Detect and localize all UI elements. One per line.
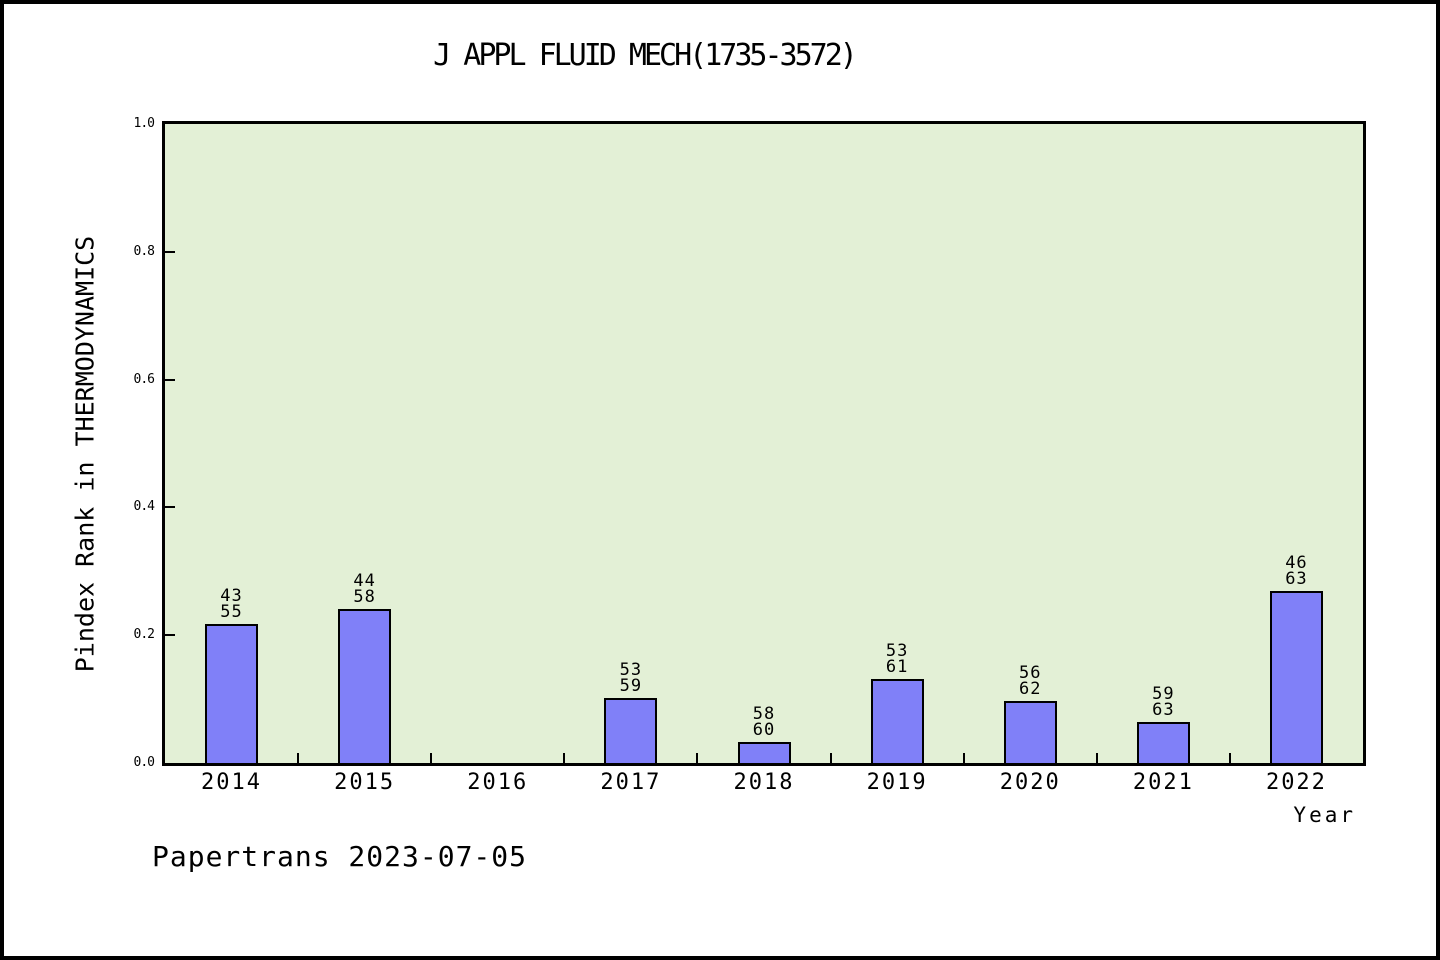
bar-annotation-total: 60 [752,719,776,740]
bar [1003,701,1057,763]
x-tick-label: 2018 [733,770,795,795]
plot-inner: 43 55 44 58 53 59 58 60 53 61 56 62 59 63 46 63 [165,124,1363,763]
bar-annotation-rank: 43 [220,585,243,606]
y-tick-mark [165,634,175,637]
x-tick-label: 2014 [201,770,263,795]
x-tick-mark [297,753,300,763]
x-tick-mark [829,753,832,763]
bar-annotation: 44 58 [353,570,376,607]
x-tick-label: 2021 [1132,770,1194,795]
bar [1136,722,1190,763]
plot-area: 43 55 44 58 53 59 58 60 53 61 56 62 59 63 46 63 [162,121,1366,766]
bar-annotation-rank: 53 [619,660,643,681]
y-tick-label: 0.2 [133,627,155,643]
x-tick-mark [1095,753,1098,763]
bar-annotation: 43 55 [220,585,243,622]
bar-annotation-rank: 56 [1018,663,1042,684]
y-tick-label: 0.0 [133,755,155,770]
bar-annotation: 53 61 [885,641,909,678]
bar [870,679,924,763]
bar [737,741,791,763]
x-tick-mark [430,753,433,763]
bar-annotation-rank: 44 [353,570,376,591]
y-tick-label: 0.8 [133,243,155,259]
bar [604,698,658,763]
bar-annotation-total: 63 [1285,568,1308,589]
bar-annotation-rank: 58 [752,703,776,724]
bar-annotation-total: 63 [1152,700,1175,721]
bar-annotation-total: 58 [353,586,376,607]
x-axis-label: Year [1293,803,1356,827]
bar-annotation-total: 55 [220,601,243,622]
x-tick-mark [563,753,566,763]
bar-annotation-rank: 46 [1285,552,1308,573]
bar-annotation-total: 62 [1018,679,1042,700]
x-tick-label: 2017 [600,770,662,795]
y-axis-label: Pindex Rank in THERMODYNAMICS [70,235,100,673]
y-tick-label: 0.6 [133,371,155,387]
bar [1269,590,1323,763]
y-tick-label: 1.0 [133,116,155,131]
bar-annotation-rank: 59 [1152,684,1175,705]
bar-annotation-total: 61 [885,657,909,678]
bar-annotation: 53 59 [619,660,643,697]
bar-annotation: 56 62 [1018,663,1042,700]
bar-annotation-total: 59 [619,676,643,697]
x-tick-label: 2015 [334,770,396,795]
x-tick-label: 2022 [1265,770,1327,795]
y-tick-label: 0.4 [133,499,155,515]
bar-annotation-rank: 53 [885,641,909,662]
y-tick-mark [165,506,175,509]
bar-annotation: 46 63 [1285,552,1308,589]
chart-title: J APPL FLUID MECH(1735-3572) [433,38,858,73]
bar [338,608,392,763]
y-tick-mark [165,378,175,381]
bar-annotation: 58 60 [752,703,776,740]
x-tick-label: 2020 [999,770,1061,795]
watermark-text: Papertrans 2023-07-05 [152,840,528,873]
bar-annotation: 59 63 [1152,684,1175,721]
x-tick-label: 2019 [866,770,928,795]
x-tick-mark [1228,753,1231,763]
x-tick-label: 2016 [467,770,529,795]
x-tick-mark [962,753,965,763]
y-tick-mark [165,250,175,253]
bar [205,623,259,763]
x-tick-mark [696,753,699,763]
